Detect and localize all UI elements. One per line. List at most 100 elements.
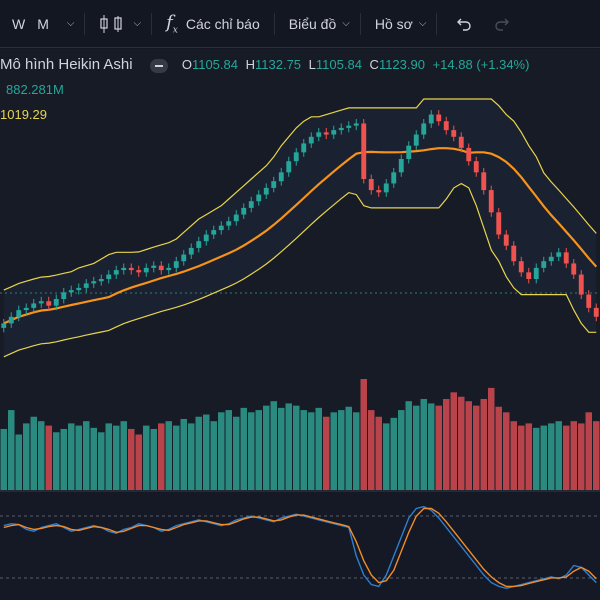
toolbar-divider (436, 12, 438, 35)
candle-body (331, 130, 337, 135)
price-chart[interactable] (0, 49, 600, 600)
indicators-label: Các chỉ báo (185, 15, 260, 32)
candle-body (541, 261, 547, 268)
volume-bar (360, 379, 367, 490)
candle-body (526, 272, 532, 279)
collapse-legend-icon[interactable] (150, 58, 169, 73)
candle-body (406, 145, 412, 159)
candle-body (226, 221, 232, 226)
volume-bar (128, 428, 135, 490)
volume-bar (210, 421, 217, 490)
indicators-button[interactable]: fx Các chỉ báo (166, 8, 260, 40)
undo-button[interactable] (455, 8, 473, 40)
volume-bar (203, 414, 210, 490)
chart-menu-button[interactable]: Biểu đồ ⌵ (289, 8, 350, 40)
change-value: +14.88 (+1.34%) (432, 57, 530, 72)
candle-body (421, 123, 427, 135)
candle-body (323, 132, 329, 135)
volume-bar (345, 406, 352, 490)
volume-bar (8, 410, 15, 490)
series-name[interactable]: Mô hình Heikin Ashi (0, 56, 133, 73)
candle-body (316, 132, 322, 137)
candle-body (496, 212, 502, 235)
top-toolbar: W M ⌵ ⌵ fx Các chỉ báo Biểu đồ ⌵ Hồ sơ ⌵ (0, 0, 600, 48)
candle-body (368, 179, 374, 191)
candle-body (83, 283, 89, 288)
candle-body (8, 316, 14, 324)
volume-bar (525, 423, 532, 490)
volume-bar (263, 405, 270, 490)
interval-w-button[interactable]: W (12, 8, 25, 40)
volume-bar (383, 423, 390, 490)
candle-body (16, 310, 22, 317)
chevron-down-icon: ⌵ (418, 18, 427, 29)
redo-button[interactable] (493, 8, 511, 40)
chart-area[interactable]: Mô hình Heikin Ashi O1105.84 H1132.75 L1… (0, 49, 600, 600)
interval-w-label: W (12, 15, 26, 32)
volume-bar (510, 421, 517, 490)
volume-bar (195, 416, 202, 490)
candle-body (196, 241, 202, 248)
candle-body (46, 301, 52, 306)
volume-bar (398, 410, 405, 490)
volume-bar (533, 427, 540, 490)
volume-bar (120, 421, 127, 490)
volume-bar (165, 421, 172, 490)
candle-body (346, 125, 352, 128)
volume-bar (420, 398, 427, 490)
candle-body (106, 274, 112, 279)
volume-bars-group (0, 379, 600, 490)
volume-bar (413, 405, 420, 490)
candle-body (533, 267, 539, 279)
candle-body (383, 183, 389, 193)
candle-body (503, 234, 509, 246)
candle-body (443, 121, 449, 131)
volume-bar (15, 434, 22, 490)
candle-body (151, 265, 157, 268)
volume-bar (428, 403, 435, 490)
candle-body (68, 290, 74, 293)
volume-bar (0, 428, 7, 490)
volume-bar (495, 406, 502, 490)
bollinger-band-fill (3, 99, 597, 357)
volume-bar (233, 416, 240, 490)
high-key: H (245, 57, 255, 72)
interval-m-button[interactable]: M (37, 8, 49, 40)
candle-body (398, 159, 404, 173)
volume-bar (135, 434, 142, 490)
volume-bar (330, 412, 337, 490)
volume-bar (548, 423, 555, 490)
candle-body (181, 254, 187, 262)
volume-bar (563, 425, 570, 490)
volume-bar (503, 412, 510, 490)
bollinger-upper-line (3, 98, 597, 291)
candle-body (263, 187, 269, 195)
volume-bar (390, 417, 397, 490)
candle-body (143, 267, 149, 273)
profile-menu-button[interactable]: Hồ sơ ⌵ (375, 8, 427, 40)
ma-value: 1019.29 (0, 107, 47, 122)
volume-bar (540, 425, 547, 490)
candle-body (451, 130, 457, 137)
candle-body (488, 190, 494, 213)
chart-type-button[interactable]: ⌵ (97, 8, 141, 40)
candle-body (481, 172, 487, 191)
candle-body (233, 214, 239, 222)
volume-bar (158, 423, 165, 490)
candle-body (518, 261, 524, 273)
volume-bar (30, 416, 37, 490)
candle-body (98, 279, 104, 282)
volume-bar (173, 425, 180, 490)
volume-bar (465, 401, 472, 490)
undo-icon (457, 18, 472, 31)
volume-bar (488, 387, 495, 490)
volume-bar (255, 410, 262, 490)
toolbar-divider (273, 12, 275, 35)
candle-body (458, 136, 464, 148)
interval-dropdown-button[interactable]: ⌵ (61, 8, 75, 40)
profile-menu-label: Hồ sơ (374, 15, 413, 32)
close-key: C (369, 57, 379, 72)
chart-menu-label: Biểu đồ (288, 15, 337, 32)
volume-bar (338, 410, 345, 490)
volume-bar (368, 410, 375, 490)
